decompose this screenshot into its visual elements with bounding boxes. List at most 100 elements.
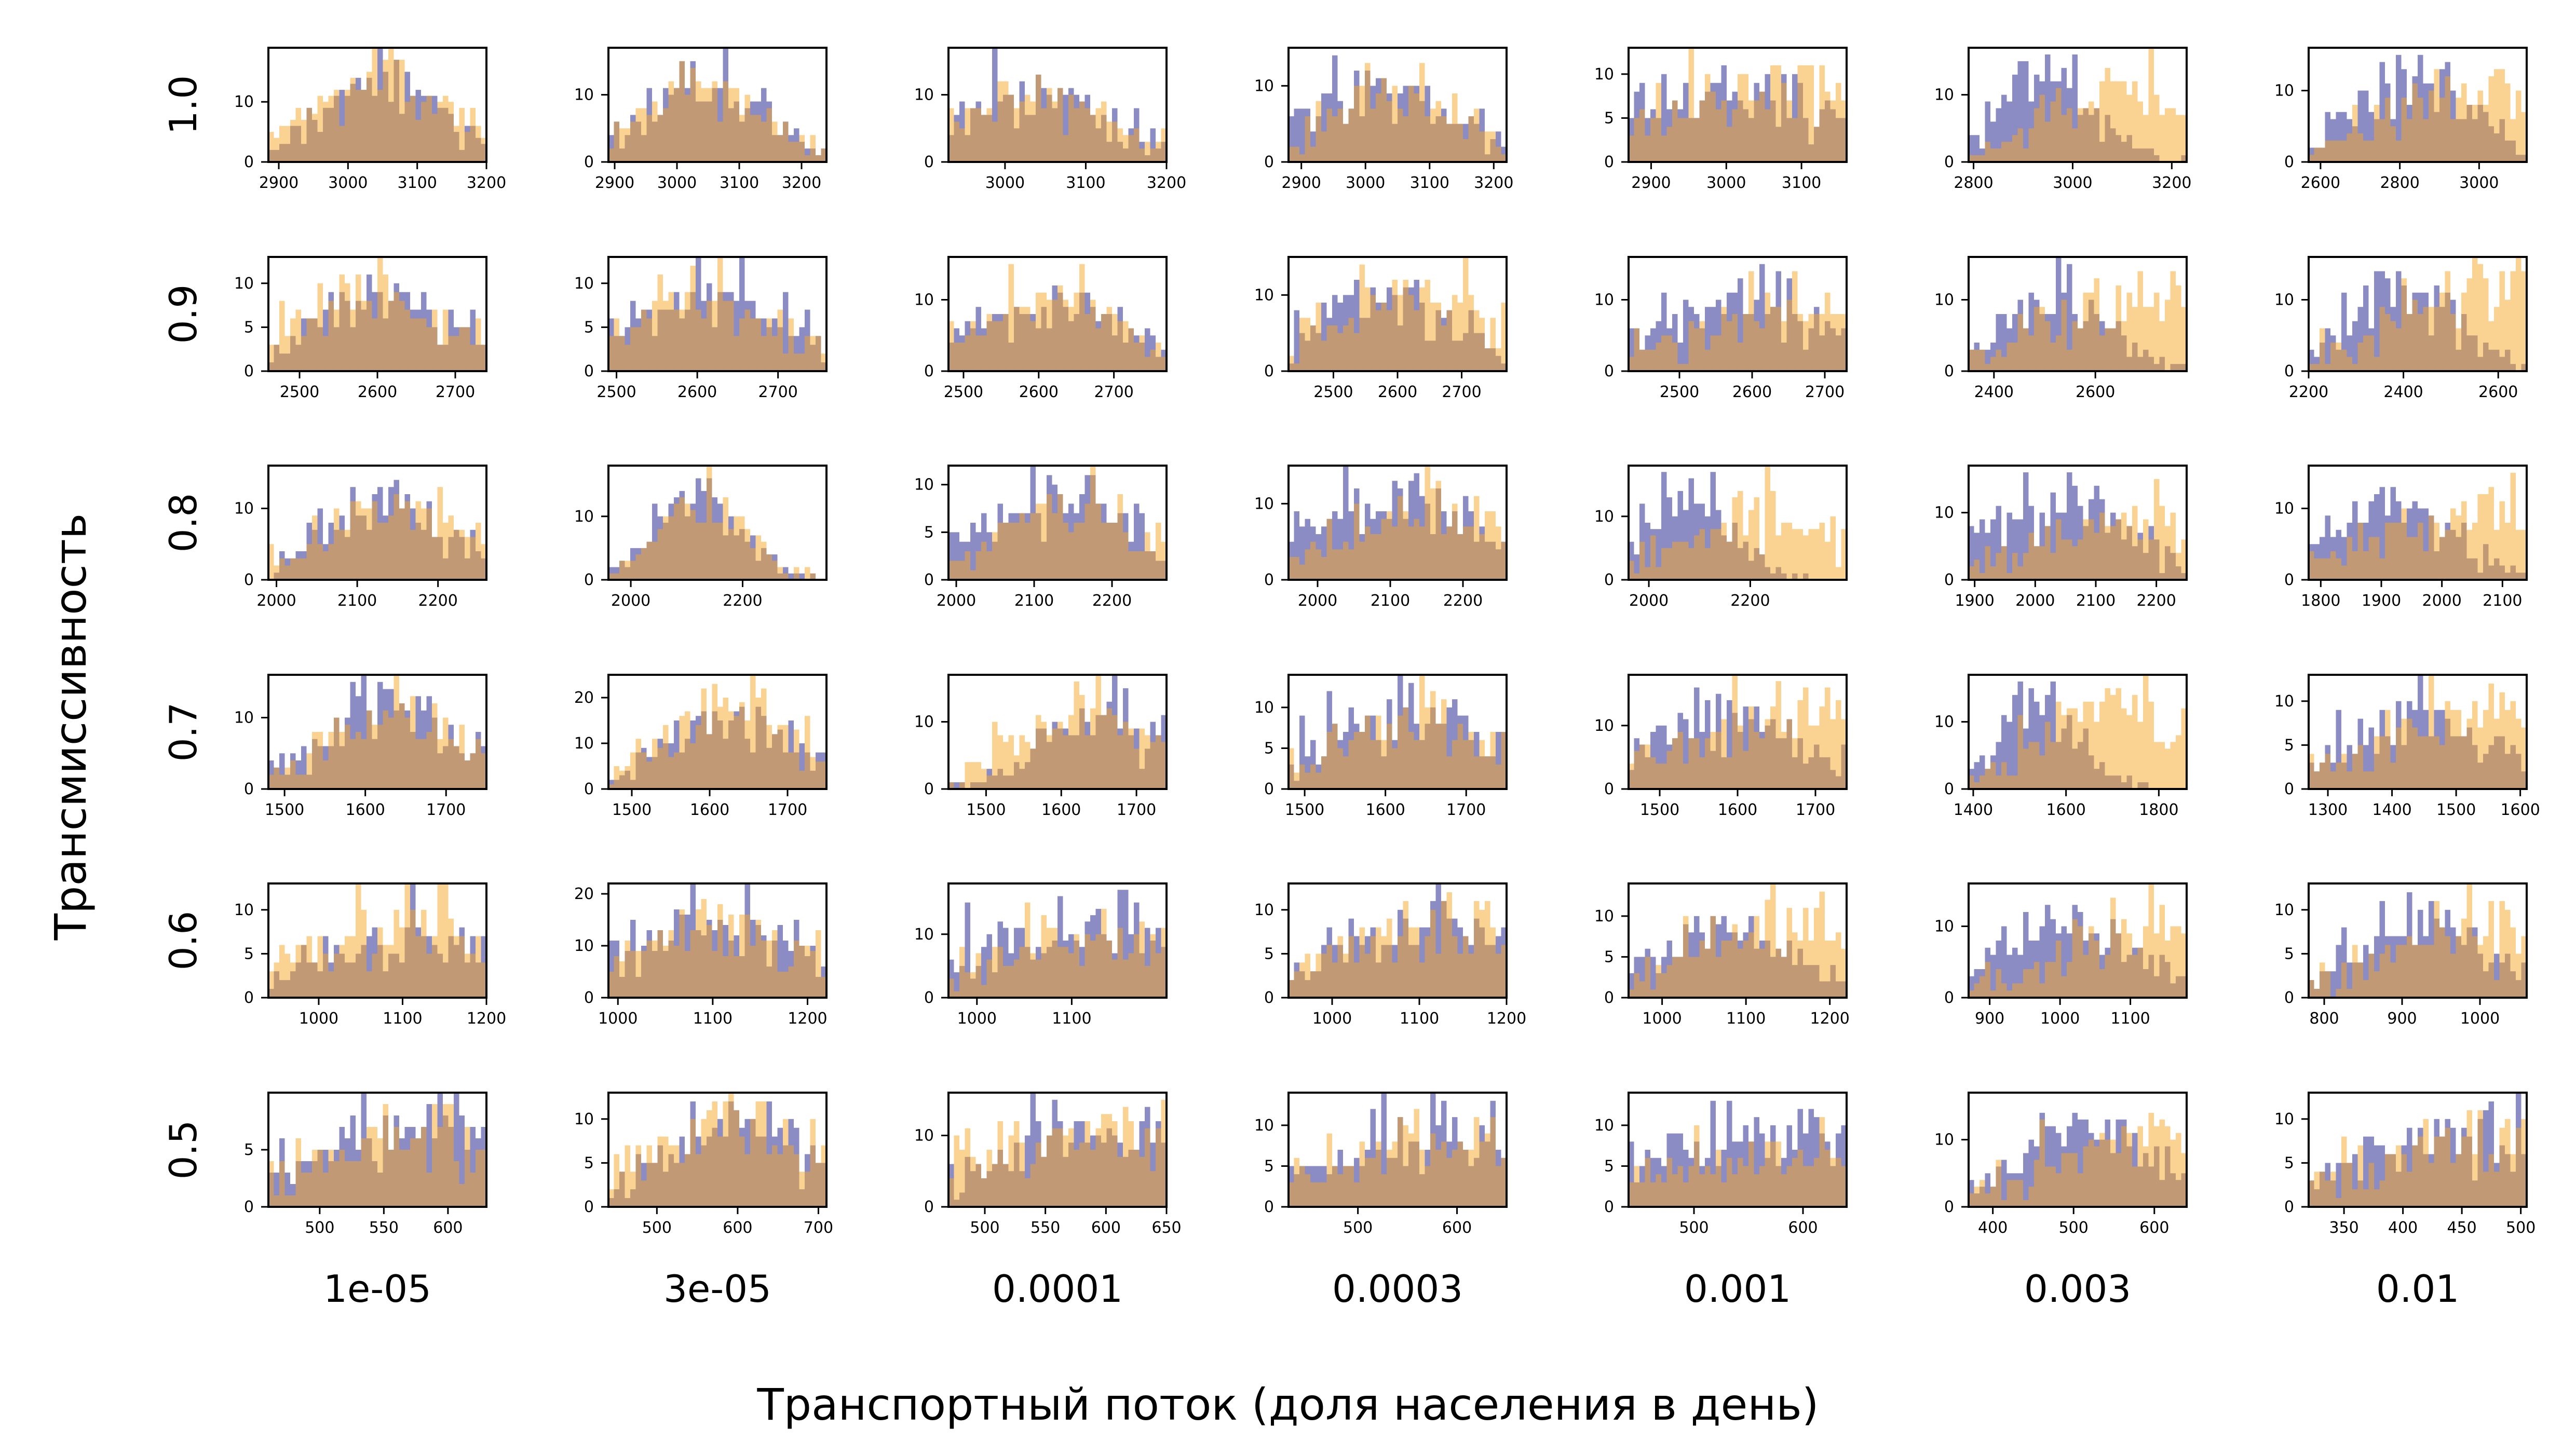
histogram-bar [1134,504,1140,580]
histogram-bar [1479,1141,1485,1207]
histogram-bar [625,345,630,371]
histogram-bar [783,573,789,580]
x-tick-label: 550 [369,1219,399,1237]
x-tick-label: 350 [2329,1219,2358,1237]
histogram-bar [1326,1133,1332,1207]
histogram-bar [1683,1150,1689,1207]
histogram-bar [2099,81,2105,162]
x-tick-label: 1300 [2308,801,2348,819]
histogram-bar [619,336,625,371]
series-b-bars [2309,472,2527,580]
histogram-bar [1365,954,1371,998]
y-tick-label: 0 [2284,571,2294,589]
x-tick-label: 400 [2388,1219,2418,1237]
histogram-bar [668,930,674,998]
y-tick-label: 0 [1264,362,1274,380]
histogram-bar [1672,343,1678,371]
histogram-bar [2456,710,2461,789]
x-tick-label: 2200 [1092,592,1132,610]
histogram-bar [2379,901,2385,998]
panel-frame [1628,465,1848,581]
histogram-bar [2001,983,2007,998]
histogram-bar [1661,725,1667,789]
histogram-bar [728,529,734,580]
histogram-bar [1441,699,1447,789]
histogram-bar [1814,529,1820,580]
y-tick-label: 0 [244,780,254,798]
histogram-bar [1030,1093,1036,1207]
histogram-bar [2181,115,2187,162]
x-tick-label: 3000 [1346,174,1385,192]
x-tick-label: 1100 [693,1010,733,1028]
histogram-bar [334,717,340,789]
histogram-bar [2132,1166,2138,1207]
histogram-bar [1316,549,1321,580]
histogram-bar [1688,321,1694,371]
histogram-bar [2170,271,2176,371]
histogram-bar [1063,735,1068,789]
panel-frame [1287,465,1508,581]
histogram-bar [1106,307,1112,371]
histogram-bar [970,972,976,998]
histogram-bar [2434,523,2439,580]
histogram-bar [328,971,334,998]
histogram-bar [1446,526,1452,580]
histogram-bar [1430,1133,1436,1207]
histogram-bar [2477,494,2483,580]
histogram-bar [1825,941,1831,998]
histogram-bar [2429,515,2434,580]
histogram-bar [1326,732,1332,789]
histogram-bar [1634,1166,1639,1207]
x-tick-label: 3200 [1474,174,1513,192]
histogram-bar [2083,1146,2089,1207]
histogram-bar [1759,948,1765,998]
histogram-bar [1996,314,2001,371]
histogram-bar [2170,926,2176,998]
series-b-bars [948,466,1167,580]
histogram-bar [1770,883,1776,998]
histogram-bar [1468,1150,1474,1207]
histogram-bar [2423,307,2429,371]
histogram-bar [1705,1166,1711,1207]
histogram-bar [1057,947,1063,998]
histogram-bar [2001,762,2007,789]
histogram-bar [1343,1166,1349,1207]
panel-frame [607,674,828,790]
histogram-bar [377,523,383,580]
histogram-bar [1403,1125,1408,1207]
histogram-bar [421,909,427,998]
histogram-bar [1985,101,1990,162]
histogram-bar [2488,76,2494,162]
histogram-bar [1414,93,1419,162]
histogram-bar [2385,98,2391,162]
histogram-bar [1629,328,1634,371]
histogram-bar [821,1145,826,1207]
histogram-bar [2023,969,2029,998]
histogram-bar [1479,534,1485,580]
y-tick-label: 0 [2284,989,2294,1007]
x-tick-label: 1600 [1041,801,1081,819]
histogram-bar [1705,948,1711,998]
histogram-bar [986,314,992,371]
histogram-bar [2181,307,2187,371]
histogram-bar [1688,478,1694,580]
histogram-bar [1365,526,1371,580]
y-tick-label: 10 [1934,713,1954,731]
series-b-bars [268,257,486,371]
histogram-bar [1106,523,1112,580]
histogram-bar [1063,300,1068,371]
histogram-bar [2472,701,2478,789]
histogram-bar [1683,764,1689,789]
histogram-bar [2325,515,2330,580]
histogram-bar [772,336,778,371]
histogram-bar [992,121,998,162]
series-b-bars [268,48,486,162]
histogram-bar [2325,971,2330,998]
histogram-bar [1376,1141,1381,1207]
histogram-bar [744,915,750,998]
series-b-bars [1629,466,1847,580]
histogram-bar [328,96,334,162]
histogram-bar [755,535,761,580]
histogram-bar [2001,314,2007,371]
